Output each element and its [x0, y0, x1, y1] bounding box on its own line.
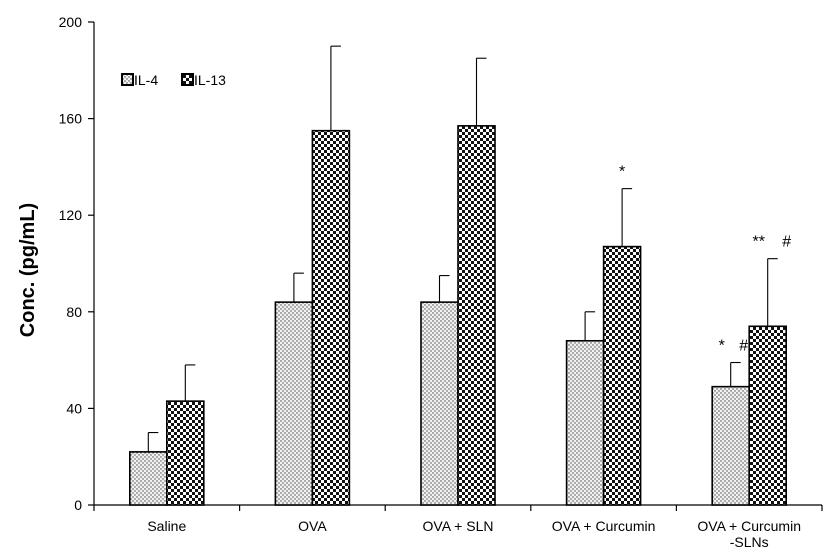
x-category-label: OVA + Curcumin: [697, 518, 801, 534]
legend-label-il-4: IL-4: [134, 72, 158, 88]
x-category-label: Saline: [147, 518, 186, 534]
legend: IL-4 IL-13: [121, 72, 226, 88]
y-tick-label: 80: [66, 304, 82, 320]
legend-swatch-il-4: [121, 73, 134, 86]
category-labels: Saline OVA OVA + SLN OVA + Curcumin OVA + Cu…: [147, 518, 801, 550]
legend-item-il-13: IL-13: [181, 72, 226, 88]
legend-item-il-4: IL-4: [121, 72, 158, 88]
bar-il-4: [274, 301, 314, 506]
x-category-label: OVA: [298, 518, 327, 534]
significance-marker: #: [782, 234, 791, 251]
legend-label-il-13: IL-13: [194, 72, 226, 88]
bar-il-13: [748, 325, 788, 506]
error-bars-group: [147, 45, 778, 452]
y-tick-label: 120: [59, 207, 83, 223]
legend-swatch-il-13: [181, 73, 194, 86]
bars-group: [129, 125, 788, 506]
bar-il-4: [711, 385, 751, 506]
significance-marker: *: [619, 164, 625, 181]
bar-il-13: [311, 129, 351, 506]
bar-il-4: [129, 451, 168, 506]
y-axis: 0 40 80 120 160 200: [59, 14, 95, 513]
y-tick-label: 160: [59, 111, 83, 127]
significance-marker: *: [719, 338, 725, 355]
x-axis: [93, 504, 823, 511]
bar-il-4: [565, 339, 605, 506]
x-category-label: OVA + SLN: [423, 518, 494, 534]
significance-marker: #: [739, 338, 748, 355]
significance-marker: **: [752, 234, 764, 251]
y-tick-label: 0: [74, 497, 82, 513]
x-category-label: OVA + Curcumin: [552, 518, 656, 534]
bar-il-13: [457, 125, 496, 506]
y-tick-label: 40: [66, 400, 82, 416]
bar-il-4: [420, 301, 459, 506]
bar-il-13: [166, 400, 205, 506]
y-tick-label: 200: [59, 14, 83, 30]
bar-il-13: [602, 245, 642, 506]
x-category-label: -SLNs: [730, 534, 769, 550]
annotations-group: ** #** #: [619, 164, 791, 355]
y-axis-label: Conc. (pg/mL): [17, 203, 39, 337]
